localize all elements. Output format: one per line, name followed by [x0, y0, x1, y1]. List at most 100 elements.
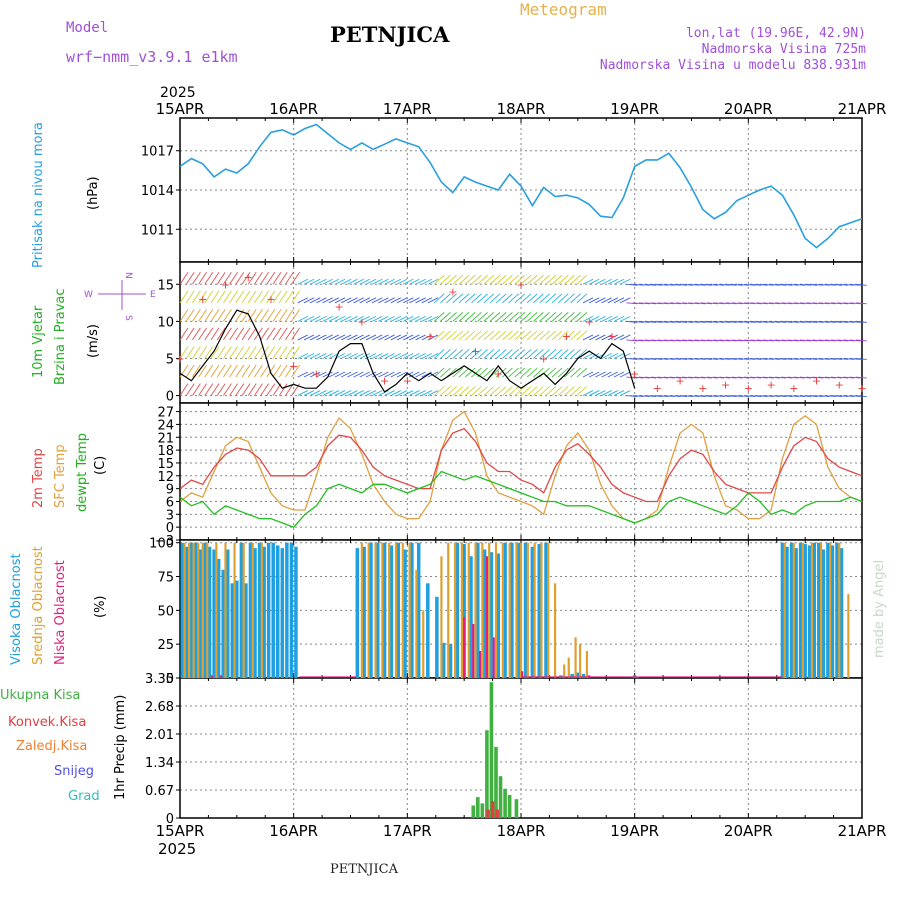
- cloud-high-bar: [537, 544, 541, 678]
- wind-arrow: [768, 339, 781, 342]
- wind-arrow: [340, 334, 352, 341]
- wind-arrow: [179, 272, 189, 285]
- gust-marker: +: [721, 378, 730, 391]
- wind-arrow: [440, 349, 451, 359]
- wind-arrow: [464, 386, 476, 396]
- wind-arrow: [359, 371, 371, 378]
- wind-arrow: [415, 334, 426, 341]
- wind-arrow: [607, 278, 619, 285]
- cloud-high-bar: [835, 542, 839, 678]
- wind-arrow: [359, 315, 371, 322]
- wind-arrow: [229, 364, 238, 378]
- cloud-high-bar: [448, 644, 453, 678]
- wind-arrow: [843, 302, 855, 305]
- wind-arrow: [464, 367, 476, 378]
- wind-arrow: [247, 309, 257, 322]
- cloud-mid-bar: [501, 542, 504, 678]
- wind-arrow: [719, 376, 731, 379]
- wind-arrow: [582, 353, 594, 359]
- wind-arrow: [601, 278, 612, 285]
- temp-ytick-label: 27: [157, 406, 174, 421]
- wind-arrow: [446, 330, 457, 341]
- wind-arrow: [334, 390, 346, 396]
- wind-arrow: [582, 334, 594, 341]
- wind-arrow: [830, 358, 843, 360]
- temp-unit-label: (C): [93, 456, 108, 475]
- wind-arrow: [371, 315, 383, 322]
- cloud-high-bar: [570, 673, 574, 678]
- wind-arrow: [285, 346, 294, 359]
- wind-arrow: [235, 309, 245, 322]
- cloud-mid-bar: [381, 542, 384, 678]
- wind-speed-line: [179, 309, 636, 393]
- cloud-high-bar: [469, 556, 473, 678]
- model-name: wrf−nmm_v3.9.1 e1km: [66, 48, 238, 66]
- temp-ytick-label: 0: [166, 521, 174, 536]
- wind-arrow: [725, 358, 737, 360]
- wind-arrow: [247, 346, 257, 359]
- wind-arrow: [241, 383, 251, 396]
- cloud-high-bar: [581, 673, 586, 678]
- wind-arrow: [806, 339, 818, 342]
- wind-arrow: [731, 358, 743, 360]
- wind-arrow: [489, 330, 501, 341]
- wind-arrow: [185, 309, 195, 322]
- wind-arrow: [744, 395, 756, 398]
- wind-arrow: [775, 302, 787, 305]
- cloud-mid-bar: [494, 542, 498, 678]
- wind-arrow: [520, 274, 532, 285]
- wind-arrow: [545, 312, 557, 322]
- wind-arrow: [223, 272, 232, 285]
- wind-arrow: [458, 312, 470, 322]
- gust-marker: +: [857, 382, 866, 395]
- wind-arrow: [340, 371, 352, 378]
- wind-arrow: [551, 330, 563, 341]
- wind-axis-label-2: Brzina i Pravac: [53, 288, 68, 385]
- wind-arrow: [235, 327, 245, 341]
- wind-arrow: [433, 330, 445, 341]
- cloud-mid-bar: [488, 542, 491, 678]
- wind-arrow: [830, 320, 843, 323]
- wind-arrow: [533, 274, 544, 285]
- cloud-high-bar: [285, 542, 289, 678]
- wind-arrow: [514, 312, 526, 322]
- wind-axis-label-1: 10m Vjetar: [31, 305, 46, 378]
- wind-arrow: [427, 334, 439, 341]
- precip-ytick-label: 0: [166, 812, 174, 827]
- wind-arrow: [539, 330, 550, 341]
- wind-arrow: [502, 367, 513, 378]
- wind-arrow: [415, 278, 426, 285]
- wind-arrow: [427, 315, 439, 322]
- wind-arrow: [682, 339, 694, 342]
- wind-arrow: [775, 358, 787, 360]
- cloud-high-bar: [503, 542, 507, 678]
- wind-arrow: [216, 327, 226, 341]
- wind-arrow: [570, 293, 581, 304]
- wind-arrow: [322, 334, 333, 341]
- wind-arrow: [378, 390, 389, 396]
- cloud-unit-label: (%): [93, 596, 108, 619]
- wind-arrow: [309, 278, 321, 285]
- wind-arrow: [278, 383, 288, 396]
- wind-arrow: [477, 293, 488, 304]
- wind-arrow: [675, 395, 688, 398]
- gust-marker: +: [312, 367, 321, 380]
- wind-arrow: [229, 327, 238, 341]
- wind-arrow: [359, 390, 371, 396]
- wind-arrow: [775, 395, 787, 398]
- wind-arrow: [713, 358, 725, 360]
- wind-arrow: [452, 312, 464, 322]
- wind-arrow: [849, 283, 861, 286]
- wind-arrow: [781, 395, 793, 398]
- cloud-high-bar: [821, 549, 826, 678]
- wind-arrow: [849, 358, 861, 360]
- wind-arrow: [520, 293, 532, 304]
- wind-arrow: [533, 367, 544, 378]
- wind-arrow: [483, 330, 495, 341]
- wind-arrow: [309, 315, 321, 322]
- wind-arrow: [303, 334, 315, 341]
- wind-arrow: [719, 283, 731, 286]
- wind-arrow: [526, 330, 538, 341]
- precip-legend: Ukupna Kisa Konvek.Kisa Zaledj.Kisa Snijeg G…: [0, 688, 100, 804]
- wind-arrow: [353, 371, 364, 378]
